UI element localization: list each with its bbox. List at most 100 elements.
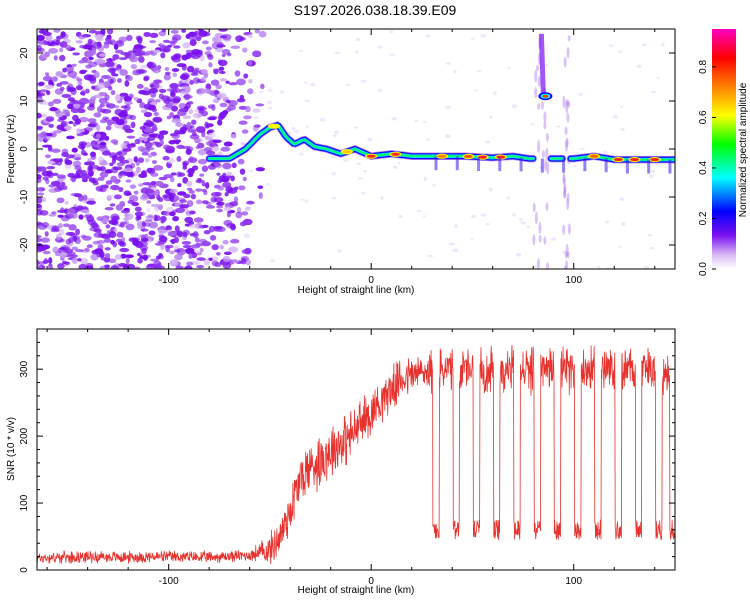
spectrogram-noise-blob [650, 169, 656, 173]
spectrogram-noise-blob [37, 237, 42, 243]
spectrogram-noise-blob [247, 88, 254, 95]
spectrogram-noise-blob [173, 236, 180, 244]
spectrogram-noise-blob [149, 84, 155, 88]
spectrogram-noise-blob [76, 78, 83, 82]
spectrogram-noise-blob [67, 208, 76, 215]
spectrogram-noise-blob [201, 182, 206, 187]
spectrogram-noise-blob [186, 146, 194, 152]
spectrogram-noise-blob [125, 179, 132, 183]
spectrogram-noise-blob [602, 150, 608, 154]
spectrogram-noise-blob [143, 75, 150, 81]
spectrogram-noise-blob [176, 155, 182, 162]
spectrogram-noise-blob [334, 51, 341, 55]
spectrogram-smear [562, 172, 566, 184]
spectrogram-noise-blob [356, 162, 361, 166]
spectrogram-noise-blob [216, 201, 225, 206]
spectrogram-noise-blob [207, 129, 215, 133]
spectrogram-noise-blob [218, 29, 228, 32]
spectrogram-noise-blob [63, 125, 72, 131]
spectrogram-noise-blob [223, 251, 232, 256]
spectrogram-noise-blob [105, 58, 116, 62]
spectrogram-noise-blob [304, 80, 308, 84]
spectrogram-noise-blob [219, 244, 225, 250]
spectrogram-noise-blob [146, 200, 152, 204]
spectrogram-noise-blob [96, 59, 106, 64]
spectrogram-noise-blob [146, 167, 153, 173]
spectrogram-noise-blob [93, 71, 100, 79]
spectrogram-noise-blob [218, 70, 226, 74]
spectrogram-noise-blob [87, 161, 95, 166]
spectrogram-noise-blob [245, 259, 251, 266]
spectrogram-y-tick-label: -20 [19, 237, 30, 252]
spectrogram-noise-blob [122, 167, 133, 173]
spectrogram-noise-blob [217, 119, 223, 126]
spectrogram-noise-blob [114, 105, 120, 109]
spectrogram-noise-blob [86, 200, 97, 205]
spectrogram-noise-blob [141, 193, 148, 199]
spectrogram-noise-blob [171, 118, 182, 124]
spectrogram-noise-blob [241, 211, 249, 216]
spectrogram-noise-blob [93, 232, 103, 238]
spectrogram-noise-blob [162, 155, 170, 161]
spectrogram-noise-blob [136, 35, 143, 43]
spectrogram-noise-blob [140, 65, 148, 69]
spectrogram-noise-blob [119, 69, 128, 76]
spectrogram-noise-blob [108, 152, 118, 159]
spectrogram-noise-blob [426, 138, 430, 141]
spectrogram-smear [563, 186, 567, 198]
spectrogram-noise-blob [39, 89, 49, 93]
spectrogram-smear [562, 176, 566, 186]
spectrogram-noise-blob [187, 173, 194, 178]
spectrogram-noise-blob [46, 171, 54, 179]
spectrogram-noise-blob [130, 63, 138, 70]
spectrogram-noise-blob [480, 213, 487, 217]
spectrogram-noise-blob [174, 225, 180, 233]
spectrogram-noise-blob [130, 121, 136, 129]
spectrogram-noise-blob [128, 237, 137, 243]
spectrogram-noise-blob [229, 238, 240, 244]
spectrogram-noise-blob [179, 74, 189, 81]
spectrogram-noise-blob [185, 102, 191, 110]
spectrogram-noise-blob [160, 48, 168, 53]
spectrogram-smear [537, 103, 541, 110]
spectrogram-noise-blob [506, 196, 511, 200]
spectrogram-noise-blob [41, 197, 47, 203]
spectrogram-noise-blob [212, 36, 219, 43]
spectrogram-noise-blob [195, 199, 203, 205]
spectrogram-smear [537, 139, 541, 154]
spectrogram-noise-blob [620, 128, 625, 131]
spectrogram-noise-blob [239, 168, 246, 175]
spectrogram-noise-blob [213, 225, 223, 230]
spectrogram-noise-blob [126, 143, 136, 148]
spectrogram-noise-blob [129, 55, 139, 63]
spectrogram-noise-blob [78, 263, 88, 269]
spectrogram-noise-blob [120, 142, 129, 149]
spectrogram-noise-blob [488, 187, 493, 192]
colorbar-tick-label: 0.8 [698, 60, 709, 74]
spectrogram-noise-blob [236, 78, 246, 86]
spectrogram-noise-blob [182, 160, 190, 166]
spectrogram-noise-blob [82, 235, 92, 241]
spectrogram-noise-blob [163, 174, 173, 179]
spectrogram-noise-blob [37, 187, 42, 192]
spectrogram-noise-blob [124, 80, 130, 87]
spectrogram-noise-blob [516, 252, 522, 257]
spectrogram-noise-blob [78, 214, 84, 220]
spectrogram-noise-blob [377, 88, 383, 93]
spectrogram-noise-blob [145, 50, 155, 55]
spectrogram-noise-blob [331, 172, 336, 176]
spectrogram-noise-blob [75, 40, 83, 44]
spectrogram-noise-blob [648, 247, 655, 250]
spectrogram-noise-blob [620, 105, 624, 109]
spectrogram-noise-blob [181, 63, 187, 71]
spectrogram-noise-blob [181, 29, 186, 33]
spectrogram-noise-blob [189, 134, 200, 140]
spectrogram-smear [563, 265, 567, 269]
spectrogram-noise-blob [331, 196, 337, 200]
spectrogram-hotspot-core [390, 152, 400, 156]
spectrogram-noise-blob [218, 175, 227, 183]
spectrogram-noise-blob [75, 249, 85, 253]
spectrogram-noise-blob [137, 157, 145, 164]
spectrogram-noise-blob [579, 148, 585, 151]
spectrogram-noise-blob [110, 265, 120, 269]
